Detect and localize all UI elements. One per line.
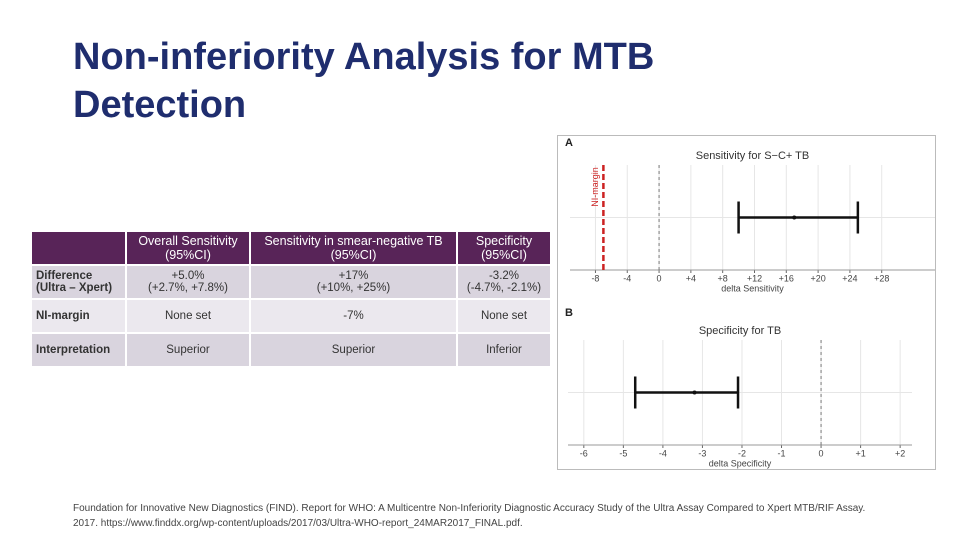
x-axis-label: delta Specificity <box>709 458 772 468</box>
table-cell: -7% <box>249 298 458 334</box>
x-tick-label: -4 <box>623 273 631 283</box>
x-tick-label: -1 <box>778 448 786 458</box>
cell-text: +17% <box>338 270 369 282</box>
header-text: (95%CI) <box>481 248 527 262</box>
panel-label: A <box>565 137 573 149</box>
panel-label: B <box>565 307 573 319</box>
cell-text: None set <box>164 310 212 322</box>
cell-text: Interpretation <box>36 344 111 356</box>
x-tick-label: -5 <box>619 448 627 458</box>
table-cell: Inferior <box>456 332 552 368</box>
cell-text: (+2.7%, +7.8%) <box>148 282 228 294</box>
cell-text: +5.0% <box>171 270 205 282</box>
header-cell <box>30 230 127 266</box>
x-tick-label: -2 <box>738 448 746 458</box>
cell-text: (+10%, +25%) <box>316 282 391 294</box>
table-cell: Superior <box>125 332 251 368</box>
x-tick-label: -8 <box>591 273 599 283</box>
header-row: Overall Sensitivity (95%CI) Sensitivity i… <box>30 230 552 266</box>
figure: A Sensitivity for S−C+ TB -8 -4 0 +4 +8 +12 +16 +… <box>557 135 936 470</box>
table-cell: -3.2% (-4.7%, -2.1%) <box>456 264 552 300</box>
x-tick-label: -3 <box>698 448 706 458</box>
x-tick-label: +16 <box>779 273 794 283</box>
table-cell: None set <box>456 298 552 334</box>
cell-text: NI-margin <box>36 310 90 322</box>
table-cell: +17% (+10%, +25%) <box>249 264 458 300</box>
title-line: Detection <box>73 84 247 126</box>
table-cell: Interpretation <box>30 332 127 368</box>
table-row: Interpretation Superior Superior Inferior <box>30 332 552 368</box>
table-row: Difference (Ultra – Xpert) +5.0% (+2.7%, +7… <box>30 264 552 300</box>
cell-text: (-4.7%, -2.1%) <box>466 282 542 294</box>
header-cell: Overall Sensitivity (95%CI) <box>125 230 251 266</box>
x-tick-label: +24 <box>842 273 857 283</box>
x-tick-label: 0 <box>657 273 662 283</box>
chart-title: Specificity for TB <box>699 325 781 337</box>
cell-text: Difference <box>36 270 93 282</box>
header-cell: Specificity (95%CI) <box>456 230 552 266</box>
x-tick-label: +2 <box>895 448 905 458</box>
header-cell: Sensitivity in smear-negative TB (95%CI) <box>249 230 458 266</box>
table-cell: NI-margin <box>30 298 127 334</box>
table-cell: +5.0% (+2.7%, +7.8%) <box>125 264 251 300</box>
table-cell: None set <box>125 298 251 334</box>
cell-text: Superior <box>331 344 376 356</box>
estimate-point <box>692 390 697 395</box>
cell-text: Superior <box>166 344 210 356</box>
cell-text: (Ultra – Xpert) <box>36 282 113 294</box>
x-tick-label: +8 <box>718 273 728 283</box>
ni-margin-label: NI-margin <box>590 167 600 207</box>
header-text: Overall Sensitivity <box>138 234 238 248</box>
cell-text: -7% <box>343 310 364 322</box>
results-table: Overall Sensitivity (95%CI) Sensitivity i… <box>30 230 552 368</box>
x-tick-label: +12 <box>747 273 762 283</box>
cell-text: -3.2% <box>488 270 520 282</box>
x-tick-label: +1 <box>855 448 865 458</box>
x-axis-label: delta Sensitivity <box>721 283 784 293</box>
table-row: NI-margin None set -7% None set <box>30 298 552 334</box>
x-tick-label: +4 <box>686 273 696 283</box>
x-tick-label: -4 <box>659 448 667 458</box>
cell-text: Inferior <box>486 344 522 356</box>
table-cell: Difference (Ultra – Xpert) <box>30 264 127 300</box>
chart-title: Sensitivity for S−C+ TB <box>696 150 810 162</box>
x-tick-label: 0 <box>819 448 824 458</box>
x-tick-label: +20 <box>810 273 825 283</box>
header-text: Sensitivity in smear-negative TB <box>264 234 443 248</box>
table-cell: Superior <box>249 332 458 368</box>
footnote: Foundation for Innovative New Diagnostic… <box>73 503 866 529</box>
x-tick-label: +28 <box>874 273 889 283</box>
header-text: (95%CI) <box>330 248 377 262</box>
header-text: (95%CI) <box>165 248 211 262</box>
header-text: Specificity <box>475 234 533 248</box>
title-line: Non-inferiority Analysis for MTB <box>73 36 655 78</box>
x-tick-label: -6 <box>580 448 588 458</box>
cell-text: None set <box>480 310 528 322</box>
estimate-point <box>792 215 797 220</box>
slide-title: Non-inferiority Analysis for MTB Detecti… <box>73 33 654 129</box>
